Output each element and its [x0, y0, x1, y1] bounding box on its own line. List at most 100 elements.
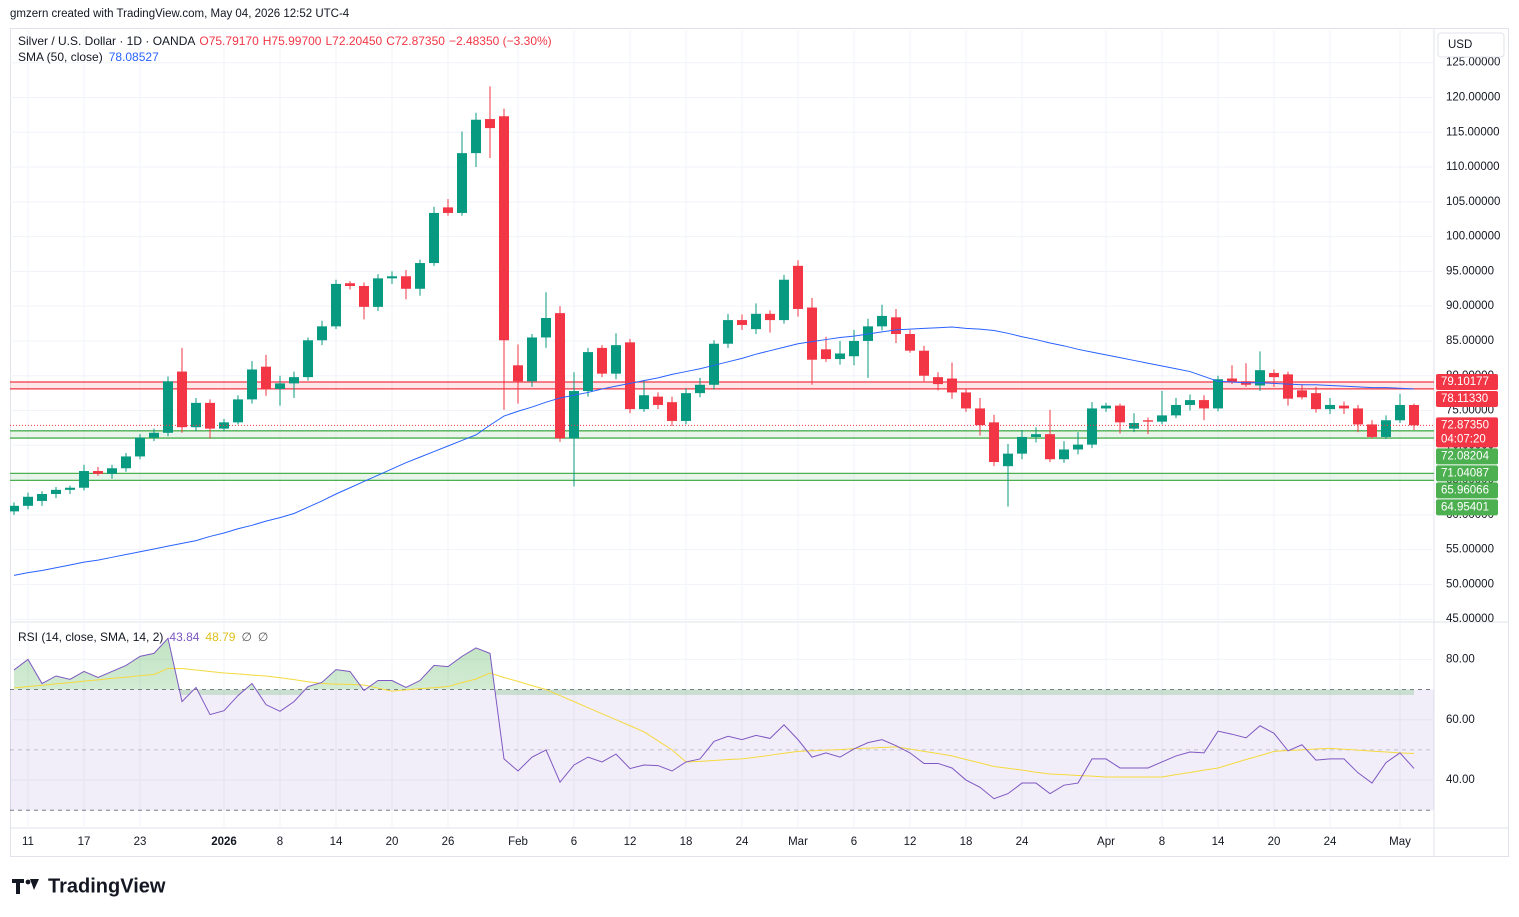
- x-tick-label: Apr: [1097, 836, 1115, 848]
- candle-body: [1297, 390, 1307, 398]
- x-tick-label: 14: [1212, 836, 1225, 848]
- candle-body: [569, 391, 579, 439]
- logo-mark: [12, 879, 39, 894]
- candle-body: [1003, 453, 1013, 467]
- y-tick-label: 45.00000: [1446, 613, 1494, 625]
- y-tick-label: 95.00000: [1446, 265, 1494, 277]
- candle-body: [527, 337, 537, 382]
- candle-body: [1381, 420, 1391, 437]
- candle-body: [1087, 408, 1097, 445]
- price-label-box: [1436, 465, 1498, 482]
- price-label: 78.11330: [1441, 393, 1488, 405]
- price-label-box: [1436, 448, 1498, 465]
- candle-body: [401, 276, 411, 289]
- candle-body: [1073, 444, 1083, 450]
- candle-body: [751, 313, 761, 330]
- candle-body: [359, 286, 369, 307]
- price-label-box: [1436, 373, 1498, 390]
- y-tick-label: 110.00000: [1446, 161, 1500, 173]
- price-label: 04:07:20: [1441, 433, 1486, 445]
- candle-body: [177, 371, 187, 428]
- price-label: 72.87350: [1441, 419, 1489, 431]
- y-tick-label: 85.00000: [1446, 335, 1494, 347]
- candle-body: [163, 381, 173, 433]
- candle-body: [107, 468, 117, 474]
- candle-body: [373, 278, 383, 307]
- y-tick-label: 55.00000: [1446, 544, 1494, 556]
- price-label: 79.10177: [1441, 376, 1489, 388]
- x-tick-label: 14: [330, 836, 343, 848]
- x-tick-label: Mar: [788, 836, 808, 848]
- ohlc-value: O75.79170: [199, 34, 259, 48]
- y-tick-label: 120.00000: [1446, 92, 1500, 104]
- candle-body: [765, 313, 775, 321]
- x-tick-label: 20: [1268, 836, 1281, 848]
- price-label: 64.95401: [1441, 501, 1489, 513]
- zone-fill: [10, 381, 1434, 389]
- candle-body: [289, 377, 299, 384]
- candle-body: [317, 326, 327, 341]
- ohlc-value: −2.48350 (−3.30%): [449, 34, 552, 48]
- y-tick-label: 50.00000: [1446, 578, 1494, 590]
- candle-body: [485, 119, 495, 129]
- rsi-value: ∅: [258, 630, 268, 644]
- x-tick-label: 8: [1159, 836, 1165, 848]
- candle-body: [499, 116, 509, 341]
- candle-body: [79, 471, 89, 488]
- candle-body: [541, 318, 551, 338]
- candle-body: [1269, 372, 1279, 378]
- candle-body: [51, 489, 61, 494]
- candle-body: [723, 320, 733, 344]
- price-pane: [10, 86, 1434, 576]
- candle-body: [1409, 405, 1419, 426]
- candle-body: [429, 212, 439, 264]
- rsi-pane: [10, 637, 1434, 811]
- x-tick-label: 24: [1016, 836, 1029, 848]
- candle-body: [961, 392, 971, 409]
- candle-body: [667, 402, 677, 421]
- candle-body: [513, 365, 523, 382]
- rsi-sma-line: [13, 667, 1415, 778]
- rsi-tick-label: 40.00: [1446, 774, 1475, 786]
- rsi-band: [10, 689, 1434, 811]
- candle-body: [1367, 424, 1377, 437]
- x-tick-label: 2026: [211, 836, 237, 848]
- marks-layer: [10, 86, 1434, 811]
- y-tick-label: 100.00000: [1446, 231, 1500, 243]
- candle-body: [191, 402, 201, 428]
- rsi-value: ∅: [241, 630, 251, 644]
- x-tick-label: Feb: [508, 836, 528, 848]
- x-tick-label: 18: [680, 836, 693, 848]
- candle-body: [611, 345, 621, 374]
- candle-body: [471, 119, 481, 154]
- x-tick-label: 11: [22, 836, 34, 848]
- rsi-value: 48.79: [205, 630, 235, 644]
- candle-body: [149, 432, 159, 438]
- candle-body: [1325, 404, 1335, 410]
- candle-body: [891, 317, 901, 334]
- candle-body: [807, 307, 817, 360]
- ohlc-value: C72.87350: [386, 34, 445, 48]
- candle-body: [443, 207, 453, 213]
- instrument-title: Silver / U.S. Dollar · 1D · OANDA: [18, 34, 195, 48]
- zone-fill: [10, 430, 1434, 439]
- currency[interactable]: USD: [1448, 39, 1472, 51]
- logo-dot: [25, 879, 31, 885]
- candle-body: [877, 315, 887, 327]
- candle-body: [947, 378, 957, 393]
- sma-value: 78.08527: [109, 50, 159, 64]
- brand: TradingView: [48, 875, 166, 897]
- candle-body: [1157, 415, 1167, 422]
- candle-body: [345, 283, 355, 286]
- candle-body: [331, 283, 341, 327]
- x-tick-label: 17: [78, 836, 91, 848]
- price-label-box: [1436, 499, 1498, 516]
- candle-body: [1129, 423, 1139, 429]
- y-tick-label: 115.00000: [1446, 126, 1500, 138]
- frame: [10, 28, 1509, 857]
- candle-body: [233, 399, 243, 423]
- candle-body: [457, 153, 467, 213]
- currency-box[interactable]: [1437, 32, 1505, 58]
- candle-body: [695, 384, 705, 394]
